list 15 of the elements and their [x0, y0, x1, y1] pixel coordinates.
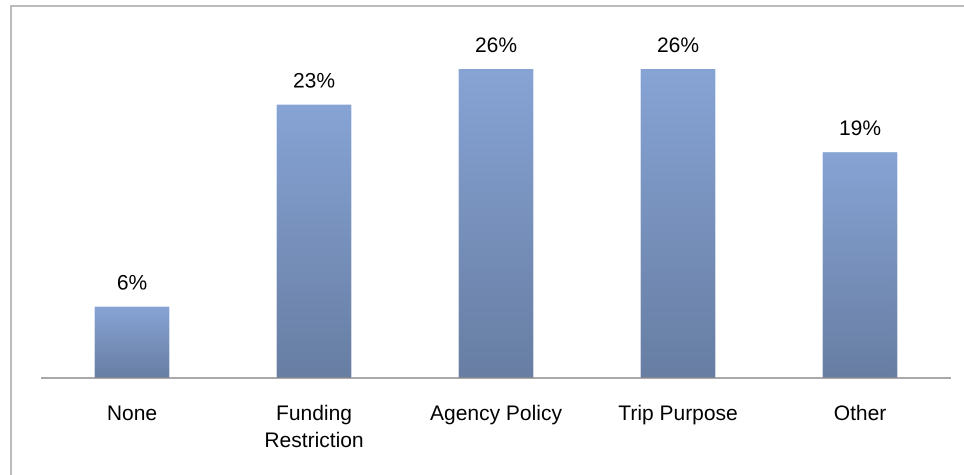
x-tick-label: None	[106, 402, 158, 425]
x-tick-label: Trip Purpose	[618, 402, 738, 425]
data-label: 26%	[474, 34, 518, 57]
x-tick-label: Agency Policy	[430, 402, 562, 425]
data-label: 6%	[116, 272, 148, 295]
bar	[94, 306, 170, 378]
data-label: 26%	[656, 34, 700, 57]
bar	[640, 69, 716, 378]
bar	[822, 152, 898, 378]
data-label: 19%	[838, 117, 882, 140]
data-label: 23%	[292, 70, 336, 93]
x-tick-label: Other	[834, 402, 886, 425]
bar	[276, 104, 352, 378]
x-tick-label: Funding Restriction	[264, 402, 364, 452]
bar	[458, 69, 534, 378]
